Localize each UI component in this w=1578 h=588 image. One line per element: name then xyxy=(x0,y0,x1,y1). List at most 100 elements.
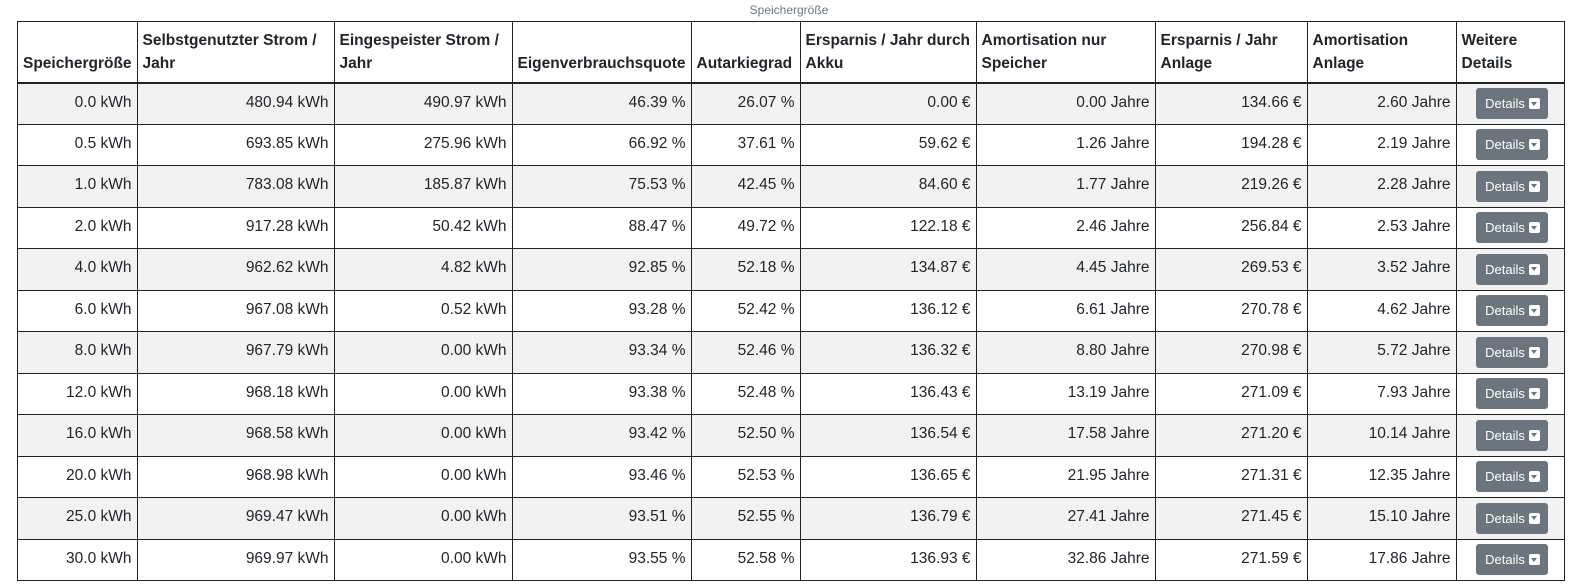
cell-speichergroesse: 6.0 kWh xyxy=(17,289,138,332)
details-button[interactable]: Details xyxy=(1476,336,1548,368)
cell-ersparnis-akku: 136.32 € xyxy=(799,331,977,374)
cell-selbstgenutzter-strom: 783.08 kWh xyxy=(136,165,335,208)
details-button-label: Details xyxy=(1485,469,1525,485)
details-button-label: Details xyxy=(1485,386,1525,402)
details-button[interactable]: Details xyxy=(1476,212,1548,244)
cell-ersparnis-anlage: 194.28 € xyxy=(1154,123,1308,166)
cell-amortisation-anlage: 2.53 Jahre xyxy=(1306,206,1457,249)
details-button-label: Details xyxy=(1485,427,1525,443)
caret-down-icon xyxy=(1528,429,1540,441)
details-button[interactable]: Details xyxy=(1476,461,1548,493)
cell-ersparnis-akku: 136.65 € xyxy=(799,455,977,498)
cell-details: Details xyxy=(1455,289,1565,332)
cell-eingespeister-strom: 50.42 kWh xyxy=(333,206,513,249)
cell-speichergroesse: 30.0 kWh xyxy=(17,538,138,581)
details-button[interactable]: Details xyxy=(1476,295,1548,327)
cell-ersparnis-akku: 84.60 € xyxy=(799,165,977,208)
caret-down-icon xyxy=(1528,263,1540,275)
caret-down-icon xyxy=(1528,139,1540,151)
cell-eingespeister-strom: 185.87 kWh xyxy=(333,165,513,208)
table-row: 25.0 kWh 969.47 kWh 0.00 kWh 93.51 % 52.55 %… xyxy=(17,497,1565,540)
cell-ersparnis-anlage: 271.45 € xyxy=(1154,497,1308,540)
cell-eigenverbrauchsquote: 92.85 % xyxy=(511,248,692,291)
cell-amortisation-anlage: 3.52 Jahre xyxy=(1306,248,1457,291)
cell-ersparnis-anlage: 271.20 € xyxy=(1154,414,1308,457)
table-row: 8.0 kWh 967.79 kWh 0.00 kWh 93.34 % 52.46 % 1… xyxy=(17,331,1565,374)
column-header-weitere-details: Weitere Details xyxy=(1455,21,1565,84)
cell-amortisation-speicher: 4.45 Jahre xyxy=(975,248,1156,291)
cell-eigenverbrauchsquote: 93.34 % xyxy=(511,331,692,374)
cell-amortisation-speicher: 13.19 Jahre xyxy=(975,372,1156,415)
cell-eigenverbrauchsquote: 66.92 % xyxy=(511,123,692,166)
cell-selbstgenutzter-strom: 969.47 kWh xyxy=(136,497,335,540)
cell-ersparnis-akku: 59.62 € xyxy=(799,123,977,166)
table-row: 20.0 kWh 968.98 kWh 0.00 kWh 93.46 % 52.53 %… xyxy=(17,455,1565,498)
cell-speichergroesse: 0.0 kWh xyxy=(17,82,138,125)
caret-down-icon xyxy=(1528,512,1540,524)
details-button[interactable]: Details xyxy=(1476,419,1548,451)
details-button[interactable]: Details xyxy=(1476,88,1548,119)
details-button[interactable]: Details xyxy=(1476,544,1548,576)
caret-down-icon xyxy=(1528,471,1540,483)
cell-speichergroesse: 8.0 kWh xyxy=(17,331,138,374)
details-button[interactable]: Details xyxy=(1476,502,1548,534)
cell-eingespeister-strom: 4.82 kWh xyxy=(333,248,513,291)
details-button-label: Details xyxy=(1485,261,1525,277)
cell-autarkiegrad: 52.58 % xyxy=(690,538,801,581)
details-button-label: Details xyxy=(1485,178,1525,194)
storage-results-table: Speichergröße Selbstgenutzter Strom / Ja… xyxy=(17,21,1565,581)
cell-amortisation-anlage: 12.35 Jahre xyxy=(1306,455,1457,498)
header-row: Speichergröße Selbstgenutzter Strom / Ja… xyxy=(17,21,1565,84)
cell-details: Details xyxy=(1455,248,1565,291)
cell-speichergroesse: 0.5 kWh xyxy=(17,123,138,166)
details-button-label: Details xyxy=(1485,96,1525,111)
cell-ersparnis-anlage: 256.84 € xyxy=(1154,206,1308,249)
cell-eingespeister-strom: 0.52 kWh xyxy=(333,289,513,332)
cell-autarkiegrad: 37.61 % xyxy=(690,123,801,166)
details-button[interactable]: Details xyxy=(1476,378,1548,410)
column-header-ersparnis-anlage: Ersparnis / Jahr Anlage xyxy=(1154,21,1308,84)
cell-speichergroesse: 2.0 kWh xyxy=(17,206,138,249)
cell-selbstgenutzter-strom: 968.18 kWh xyxy=(136,372,335,415)
cell-amortisation-speicher: 0.00 Jahre xyxy=(975,82,1156,125)
details-button-label: Details xyxy=(1485,344,1525,360)
cell-eingespeister-strom: 0.00 kWh xyxy=(333,414,513,457)
cell-selbstgenutzter-strom: 969.97 kWh xyxy=(136,538,335,581)
cell-ersparnis-anlage: 219.26 € xyxy=(1154,165,1308,208)
table-row: 16.0 kWh 968.58 kWh 0.00 kWh 93.42 % 52.50 %… xyxy=(17,414,1565,457)
cell-eigenverbrauchsquote: 93.42 % xyxy=(511,414,692,457)
cell-eingespeister-strom: 0.00 kWh xyxy=(333,538,513,581)
cell-ersparnis-akku: 122.18 € xyxy=(799,206,977,249)
cell-eigenverbrauchsquote: 75.53 % xyxy=(511,165,692,208)
cell-eigenverbrauchsquote: 88.47 % xyxy=(511,206,692,249)
cell-speichergroesse: 4.0 kWh xyxy=(17,248,138,291)
cell-amortisation-speicher: 2.46 Jahre xyxy=(975,206,1156,249)
cell-autarkiegrad: 52.48 % xyxy=(690,372,801,415)
cell-speichergroesse: 12.0 kWh xyxy=(17,372,138,415)
caret-down-icon xyxy=(1528,98,1540,109)
cell-speichergroesse: 25.0 kWh xyxy=(17,497,138,540)
table-row: 2.0 kWh 917.28 kWh 50.42 kWh 88.47 % 49.72 %… xyxy=(17,206,1565,249)
cell-ersparnis-anlage: 271.09 € xyxy=(1154,372,1308,415)
cell-amortisation-speicher: 17.58 Jahre xyxy=(975,414,1156,457)
details-button[interactable]: Details xyxy=(1476,129,1548,161)
cell-amortisation-anlage: 2.60 Jahre xyxy=(1306,82,1457,125)
cell-speichergroesse: 16.0 kWh xyxy=(17,414,138,457)
column-header-autarkiegrad: Autarkiegrad xyxy=(690,21,801,84)
details-button[interactable]: Details xyxy=(1476,170,1548,202)
cell-ersparnis-akku: 136.12 € xyxy=(799,289,977,332)
table-row: 4.0 kWh 962.62 kWh 4.82 kWh 92.85 % 52.18 % 1… xyxy=(17,248,1565,291)
cell-ersparnis-anlage: 271.31 € xyxy=(1154,455,1308,498)
cell-ersparnis-akku: 136.93 € xyxy=(799,538,977,581)
cell-amortisation-speicher: 27.41 Jahre xyxy=(975,497,1156,540)
cell-amortisation-speicher: 21.95 Jahre xyxy=(975,455,1156,498)
details-button[interactable]: Details xyxy=(1476,253,1548,285)
table-caption: Speichergröße xyxy=(749,3,829,17)
cell-eingespeister-strom: 0.00 kWh xyxy=(333,331,513,374)
column-header-speichergroesse: Speichergröße xyxy=(17,21,138,84)
details-button-label: Details xyxy=(1485,510,1525,526)
cell-autarkiegrad: 52.55 % xyxy=(690,497,801,540)
cell-details: Details xyxy=(1455,82,1565,125)
cell-eigenverbrauchsquote: 93.51 % xyxy=(511,497,692,540)
caret-down-icon xyxy=(1528,388,1540,400)
